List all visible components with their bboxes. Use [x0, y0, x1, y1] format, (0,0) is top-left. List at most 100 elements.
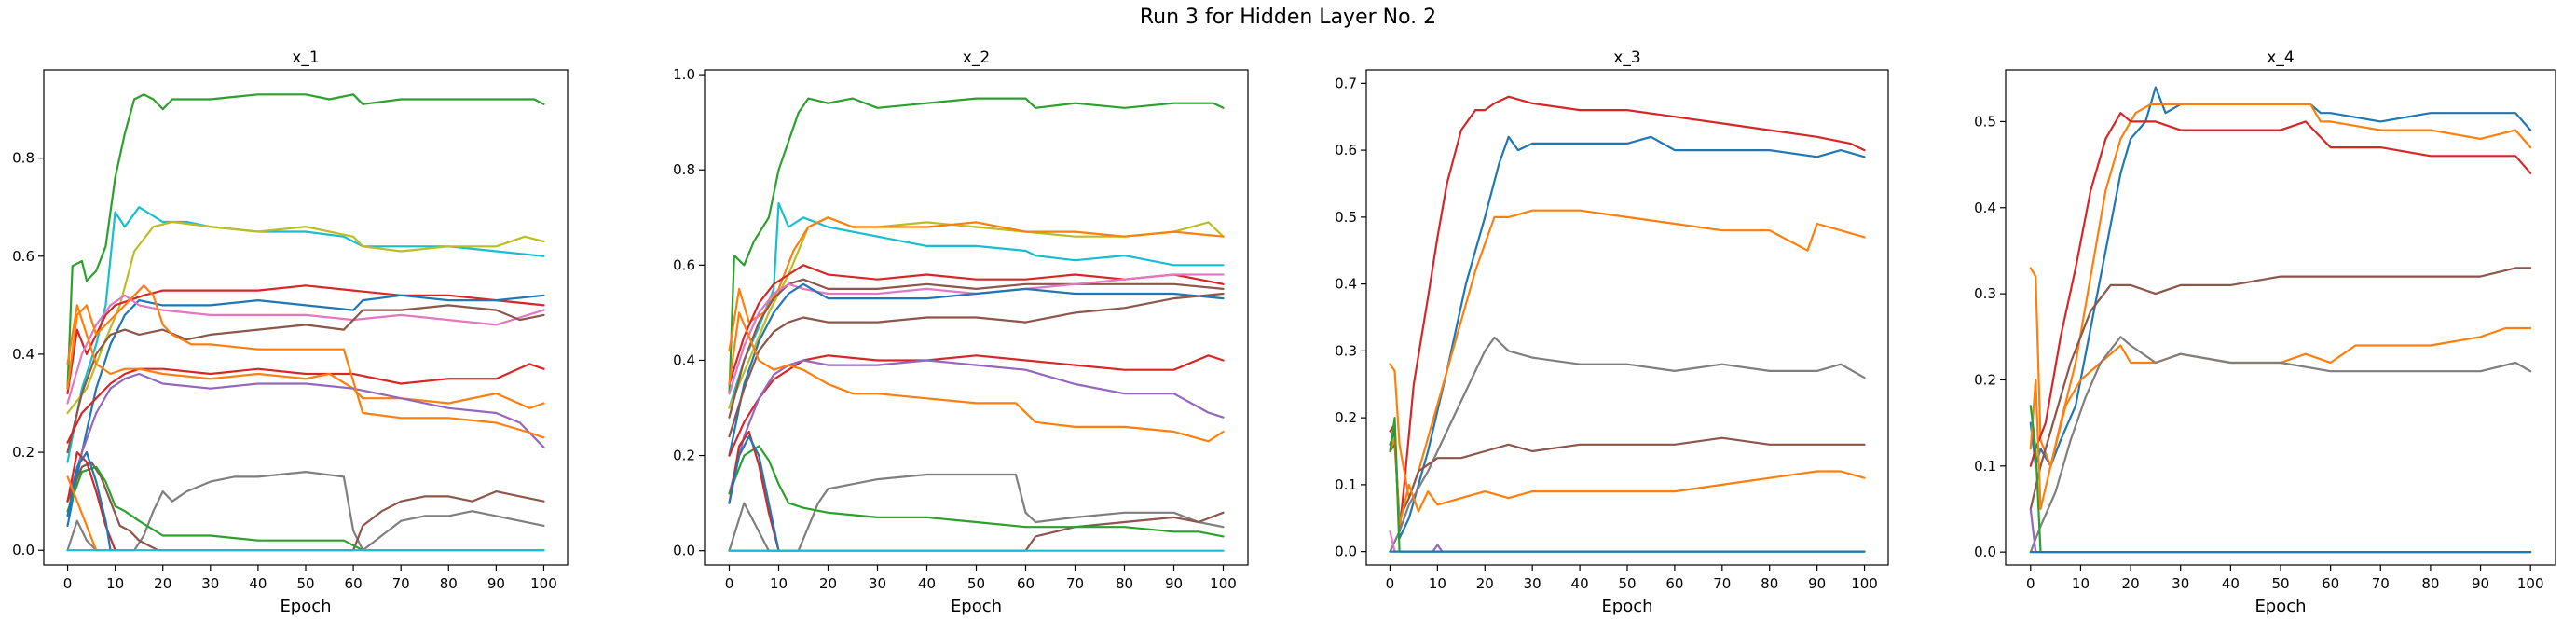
x-axis-label: Epoch	[280, 597, 331, 616]
x-tick-label: 20	[819, 575, 837, 592]
series-line-9	[1432, 544, 1444, 553]
y-tick-label: 0.5	[1974, 113, 1996, 130]
y-tick-label: 0.1	[1974, 458, 1996, 475]
x-tick-label: 60	[1665, 575, 1683, 592]
series-line-13	[728, 473, 1225, 552]
x-tick-label: 70	[2372, 575, 2390, 592]
y-tick-label: 0.2	[12, 444, 34, 461]
x-tick-label: 70	[392, 575, 410, 592]
series-line-5	[728, 264, 1225, 386]
series-line-7	[66, 304, 545, 454]
x-tick-label: 30	[869, 575, 886, 592]
subplot-1: 0 10 20 30 40 50 60 70 80 90 100 0.0 0.2 0.4 0.6 0.8 x_1…	[12, 48, 569, 616]
x-tick-label: 20	[2122, 575, 2140, 592]
series-line-9	[66, 304, 545, 409]
x-axis-label: Epoch	[2254, 597, 2306, 616]
series-line-11	[728, 359, 1225, 495]
series-line-9	[728, 292, 1225, 438]
x-tick-label: 100	[530, 575, 557, 592]
x-tick-label: 10	[770, 575, 788, 592]
series-line-12	[66, 471, 545, 552]
series-line-16	[728, 430, 780, 552]
y-tick-label: 0.2	[1335, 409, 1357, 426]
x-tick-label: 80	[1761, 575, 1778, 592]
y-tick-label: 0.2	[1974, 371, 1996, 388]
x-tick-label: 30	[1524, 575, 1541, 592]
x-tick-label: 40	[249, 575, 267, 592]
y-tick-label: 0.8	[673, 161, 695, 178]
y-tick-label: 0.4	[673, 351, 695, 368]
y-tick-label: 0.0	[1974, 544, 1996, 560]
x-axis-label: Epoch	[951, 597, 1002, 616]
x-tick-label: 50	[296, 575, 314, 592]
y-tick-label: 0.1	[1335, 476, 1357, 493]
subplot-title: x_3	[1613, 48, 1640, 67]
series-line-3	[1389, 209, 1866, 500]
x-tick-label: 50	[1618, 575, 1636, 592]
series-line-4	[1389, 336, 1866, 553]
y-tick-label: 0.0	[673, 543, 695, 559]
series-line-4	[2029, 267, 2532, 511]
x-tick-label: 0	[1386, 575, 1395, 592]
subplot-title: x_2	[963, 48, 990, 67]
series-line-7	[1389, 417, 1866, 553]
x-tick-label: 40	[2222, 575, 2240, 592]
series-line-1	[1389, 95, 1866, 533]
x-tick-label: 60	[2322, 575, 2339, 592]
series-line-6	[728, 278, 1225, 419]
series-line-2	[2029, 103, 2532, 467]
y-tick-label: 0.4	[1335, 276, 1357, 293]
x-tick-label: 80	[2421, 575, 2439, 592]
series-line-10	[66, 372, 545, 503]
subplot-3: 0 10 20 30 40 50 60 70 80 90 100 0.0 0.1 0.2 0.3 0.4 0.5…	[1335, 48, 1889, 616]
series-line-1	[2029, 86, 2532, 467]
x-tick-label: 0	[725, 575, 734, 592]
x-tick-label: 70	[1713, 575, 1731, 592]
series-line-13	[66, 461, 545, 552]
x-tick-label: 60	[345, 575, 363, 592]
x-tick-label: 80	[1116, 575, 1133, 592]
x-tick-label: 30	[201, 575, 219, 592]
series-line-11	[66, 284, 545, 439]
subplot-title: x_4	[2267, 48, 2294, 67]
y-tick-label: 0.3	[1974, 285, 1996, 302]
y-tick-label: 0.0	[12, 542, 34, 558]
series-line-17	[728, 435, 780, 552]
series-line-8	[66, 363, 545, 444]
series-line-8	[728, 282, 1225, 457]
series-line-6	[2029, 336, 2532, 554]
series-line-6	[1389, 436, 1866, 526]
y-tick-label: 0.5	[1335, 209, 1357, 226]
x-tick-label: 90	[487, 575, 505, 592]
y-tick-label: 0.4	[12, 346, 34, 363]
series-line-12	[728, 311, 1225, 443]
y-tick-label: 0.6	[673, 256, 695, 273]
series-line-6	[66, 294, 545, 405]
x-tick-label: 20	[1476, 575, 1494, 592]
y-tick-label: 0.6	[12, 248, 34, 265]
series-line-7	[2029, 405, 2532, 554]
series-line-10	[728, 354, 1225, 457]
x-tick-label: 40	[1571, 575, 1589, 592]
x-tick-label: 100	[2517, 575, 2544, 592]
series-line-1	[66, 93, 545, 390]
subplot-4: 0 10 20 30 40 50 60 70 80 90 100 0.0 0.1 0.2 0.3 0.4 0.5…	[1974, 48, 2556, 616]
subplot-title: x_1	[292, 48, 319, 67]
x-tick-label: 70	[1066, 575, 1084, 592]
series-line-2	[1389, 135, 1866, 540]
series-line-5	[1389, 436, 1866, 519]
x-tick-label: 10	[1429, 575, 1446, 592]
series-line-1	[728, 97, 1225, 395]
series-line-8	[2029, 507, 2037, 554]
y-tick-label: 0.7	[1335, 75, 1357, 91]
x-tick-label: 40	[918, 575, 936, 592]
x-tick-label: 0	[63, 575, 73, 592]
x-tick-label: 100	[1210, 575, 1237, 592]
y-tick-label: 0.4	[1974, 200, 1996, 216]
x-tick-label: 100	[1851, 575, 1878, 592]
x-tick-label: 50	[2271, 575, 2289, 592]
series-line-15	[728, 445, 1225, 538]
series-line-4	[66, 284, 545, 395]
x-tick-label: 10	[106, 575, 124, 592]
